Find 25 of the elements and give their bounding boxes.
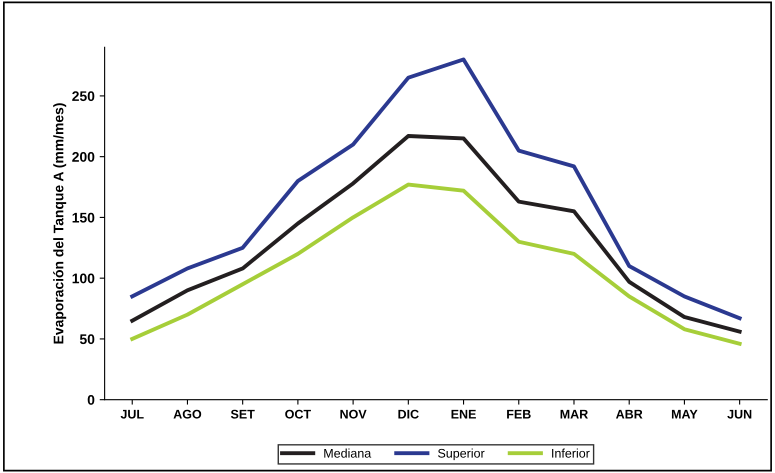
y-tick-label: 150: [72, 212, 94, 223]
line-series: [130, 58, 742, 320]
y-tick-label: 250: [72, 91, 94, 102]
y-tick-label: 50: [80, 334, 94, 344]
x-tick-label: MAR: [560, 410, 588, 418]
legend-label: Inferior: [552, 448, 590, 458]
x-tick-label: DIC: [398, 410, 419, 419]
line-series: [130, 182, 742, 346]
line-series: [130, 134, 742, 334]
x-tick-label: SET: [230, 410, 255, 419]
y-tick-label: 0: [88, 395, 94, 405]
legend-label: Superior: [438, 448, 485, 460]
x-tick-label: OCT: [285, 410, 311, 419]
x-tick-label: NOV: [340, 410, 367, 419]
y-tick-label: 200: [72, 152, 94, 162]
x-tick-label: ABR: [616, 410, 642, 418]
x-tick-label: AGO: [174, 410, 202, 419]
legend-label: Mediana: [324, 448, 372, 458]
x-tick-label: JUL: [120, 410, 144, 419]
x-tick-label: ENE: [452, 410, 476, 418]
y-tick-label: 100: [72, 274, 94, 284]
x-tick-label: MAY: [672, 410, 698, 418]
x-tick-label: JUN: [727, 410, 752, 419]
y-axis-title: Evaporación del Tanque A (mm/mes): [53, 103, 66, 344]
x-tick-label: FEB: [507, 410, 531, 418]
